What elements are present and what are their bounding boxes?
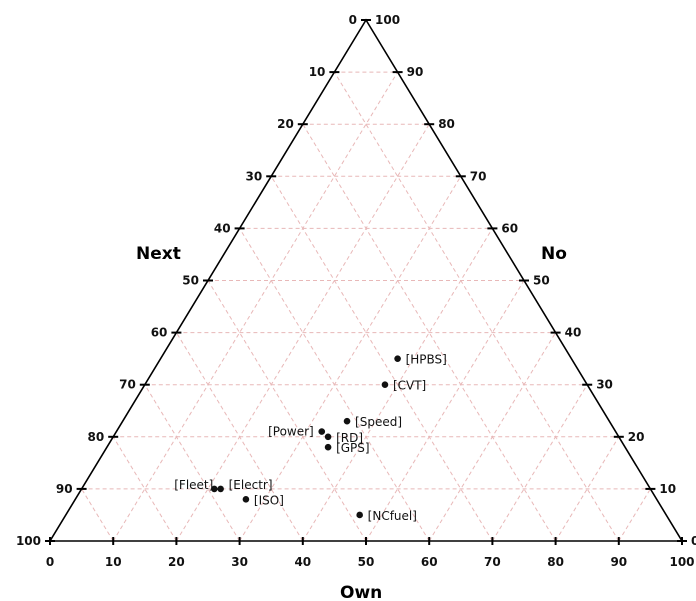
grid-line-own [491, 384, 588, 542]
no-tick-label: 60 [501, 221, 518, 235]
grid-line-no [270, 176, 493, 542]
own-axis-title: Own [340, 583, 382, 601]
data-point-label: [Fleet] [174, 478, 213, 492]
no-tick-label: 90 [407, 65, 424, 79]
next-tick-label: 20 [277, 117, 294, 131]
data-point-label: [RD] [336, 431, 363, 445]
data-point [324, 433, 332, 441]
data-point [217, 485, 224, 493]
next-tick-label: 50 [182, 274, 199, 288]
own-tick-label: 70 [484, 555, 501, 569]
next-tick-label: 90 [56, 482, 73, 496]
grid-line-own [555, 436, 620, 542]
own-tick-label: 20 [168, 555, 185, 569]
own-tick-label: 60 [421, 555, 438, 569]
own-axis-tick-labels: 0 10 20 30 40 50 60 70 80 90 100 [46, 555, 695, 569]
next-tick-label: 70 [119, 378, 136, 392]
next-axis-tick-labels: 0 10 20 30 40 50 60 70 80 90 100 [16, 13, 357, 548]
data-point-label: [Electr] [229, 478, 273, 492]
next-tick-label: 60 [151, 326, 168, 340]
grid-line-no [144, 384, 241, 542]
next-tick-label: 80 [87, 430, 104, 444]
data-point [211, 485, 218, 493]
no-axis-title: No [541, 244, 567, 264]
grid-line-no [81, 488, 114, 542]
data-point-label: [ISO] [254, 493, 284, 507]
own-tick-label: 100 [669, 555, 694, 569]
own-tick-label: 0 [46, 555, 54, 569]
next-tick-label: 100 [16, 534, 41, 548]
data-point-label: [HPBS] [406, 353, 447, 367]
data-point-label: [Speed] [355, 415, 402, 429]
grid-line-own [365, 280, 525, 542]
next-axis-title: Next [136, 244, 181, 264]
grid-line-no [207, 280, 367, 542]
data-point-label: [Power] [268, 425, 314, 439]
own-tick-label: 50 [358, 555, 375, 569]
own-tick-label: 90 [610, 555, 627, 569]
data-point [381, 381, 389, 389]
own-tick-label: 40 [294, 555, 311, 569]
own-tick-label: 80 [547, 555, 564, 569]
no-tick-label: 100 [375, 13, 400, 27]
grid-line-no [333, 71, 620, 542]
data-point-label: [NCfuel] [368, 509, 417, 523]
data-point [356, 511, 363, 519]
grid-lines [81, 71, 651, 542]
own-tick-label: 10 [105, 555, 122, 569]
no-tick-label: 50 [533, 274, 550, 288]
own-tick-label: 30 [231, 555, 248, 569]
data-point-label: [CVT] [393, 379, 426, 393]
no-tick-label: 70 [470, 169, 487, 183]
next-tick-label: 30 [245, 169, 262, 183]
no-tick-label: 40 [565, 326, 582, 340]
data-point [394, 355, 401, 362]
next-tick-label: 40 [214, 221, 231, 235]
no-tick-label: 80 [438, 117, 455, 131]
no-tick-label: 30 [596, 378, 613, 392]
data-point [343, 417, 351, 425]
grid-line-own [239, 176, 462, 542]
data-point-label: [GPS] [336, 441, 370, 455]
data-points: [HPBS] [CVT] [Speed] [Power] [RD][GPS] [NCfue… [174, 353, 447, 523]
tick-marks [45, 19, 687, 545]
grid-line-own [112, 71, 399, 542]
grid-line-own [175, 123, 430, 542]
data-point [318, 428, 326, 435]
no-tick-label: 20 [628, 430, 645, 444]
no-tick-label: 10 [659, 482, 676, 496]
grid-line-no [302, 123, 557, 542]
next-tick-label: 10 [309, 65, 326, 79]
next-tick-label: 0 [349, 13, 357, 27]
data-point [324, 443, 332, 451]
data-point [242, 496, 250, 503]
grid-line-no [112, 436, 177, 542]
grid-line-own [618, 488, 651, 542]
no-tick-label: 0 [691, 534, 696, 548]
